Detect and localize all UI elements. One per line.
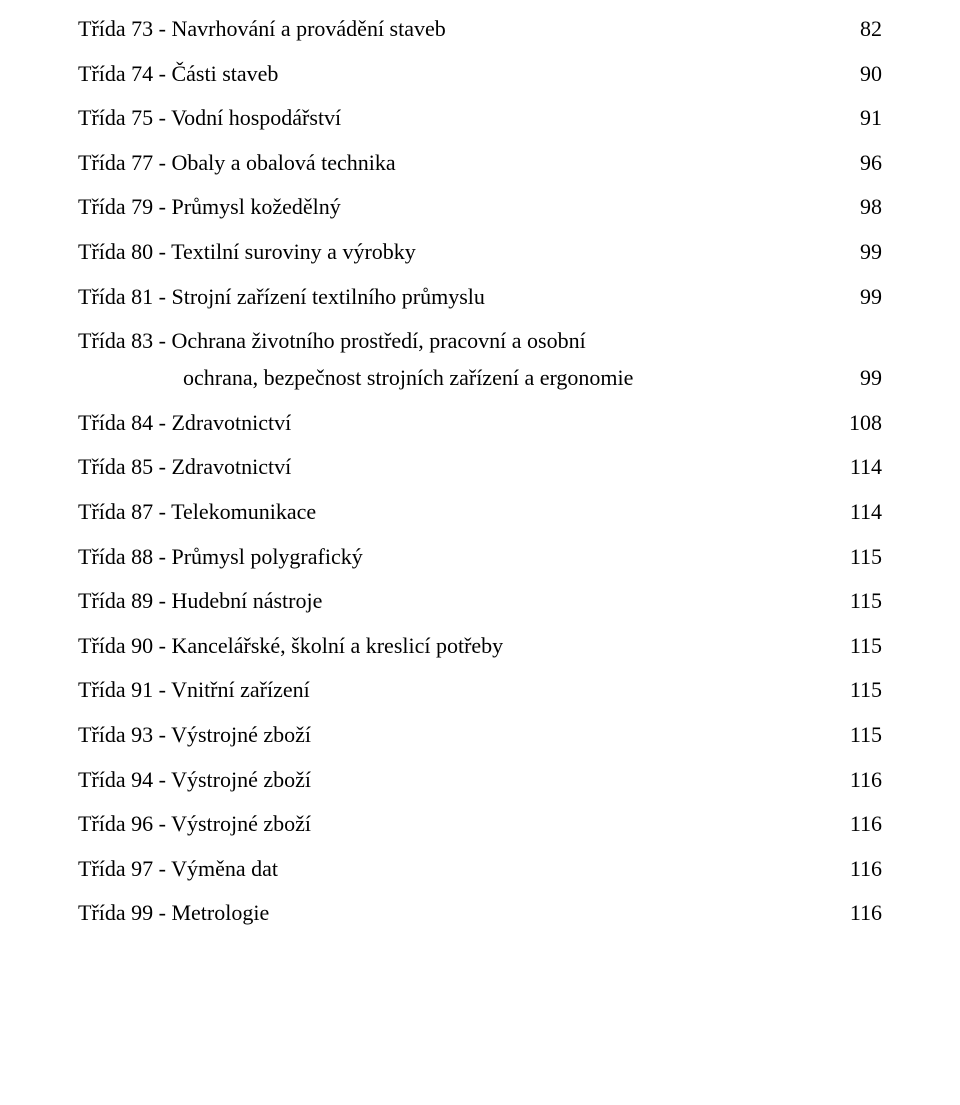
toc-row: Třída 83 - Ochrana životního prostředí, …	[78, 330, 882, 352]
toc-page-number: 91	[832, 107, 882, 129]
toc-page-number: 116	[832, 813, 882, 835]
toc-page-number: 99	[832, 286, 882, 308]
toc-row: Třída 90 - Kancelářské, školní a kreslic…	[78, 635, 882, 657]
toc-row: Třída 79 - Průmysl kožedělný 98	[78, 196, 882, 218]
toc-row: Třída 99 - Metrologie 116	[78, 902, 882, 924]
toc-label: Třída 89 - Hudební nástroje	[78, 590, 322, 612]
toc-row: Třída 74 - Části staveb 90	[78, 63, 882, 85]
toc-page-number: 99	[832, 241, 882, 263]
toc-label: Třída 79 - Průmysl kožedělný	[78, 196, 341, 218]
toc-label: Třída 81 - Strojní zařízení textilního p…	[78, 286, 485, 308]
toc-row: Třída 81 - Strojní zařízení textilního p…	[78, 286, 882, 308]
toc-label: Třída 90 - Kancelářské, školní a kreslic…	[78, 635, 503, 657]
toc-row: Třída 88 - Průmysl polygrafický 115	[78, 546, 882, 568]
toc-page-number: 108	[832, 412, 882, 434]
toc-row: Třída 87 - Telekomunikace 114	[78, 501, 882, 523]
toc-row: Třída 75 - Vodní hospodářství 91	[78, 107, 882, 129]
toc-row: Třída 91 - Vnitřní zařízení 115	[78, 679, 882, 701]
toc-row: Třída 84 - Zdravotnictví 108	[78, 412, 882, 434]
toc-page: Třída 73 - Navrhování a provádění staveb…	[0, 0, 960, 1105]
toc-label: Třída 74 - Části staveb	[78, 63, 278, 85]
toc-row: Třída 89 - Hudební nástroje 115	[78, 590, 882, 612]
toc-label: Třída 85 - Zdravotnictví	[78, 456, 291, 478]
toc-page-number: 115	[832, 679, 882, 701]
toc-row: Třída 80 - Textilní suroviny a výrobky 99	[78, 241, 882, 263]
toc-row: Třída 85 - Zdravotnictví 114	[78, 456, 882, 478]
toc-label: Třída 93 - Výstrojné zboží	[78, 724, 311, 746]
toc-rows: Třída 73 - Navrhování a provádění staveb…	[78, 18, 882, 924]
toc-page-number: 98	[832, 196, 882, 218]
toc-page-number: 90	[832, 63, 882, 85]
toc-label: Třída 75 - Vodní hospodářství	[78, 107, 341, 129]
toc-page-number: 115	[832, 546, 882, 568]
toc-label: Třída 84 - Zdravotnictví	[78, 412, 291, 434]
toc-row: Třída 93 - Výstrojné zboží 115	[78, 724, 882, 746]
toc-page-number: 96	[832, 152, 882, 174]
toc-label: Třída 87 - Telekomunikace	[78, 501, 316, 523]
toc-row: Třída 97 - Výměna dat 116	[78, 858, 882, 880]
toc-page-number: 114	[832, 501, 882, 523]
toc-label: Třída 73 - Navrhování a provádění staveb	[78, 18, 446, 40]
toc-page-number: 115	[832, 635, 882, 657]
toc-label: Třída 91 - Vnitřní zařízení	[78, 679, 310, 701]
toc-row: Třída 73 - Navrhování a provádění staveb…	[78, 18, 882, 40]
toc-row: Třída 96 - Výstrojné zboží 116	[78, 813, 882, 835]
toc-page-number: 116	[832, 858, 882, 880]
toc-page-number: 115	[832, 590, 882, 612]
toc-label: Třída 83 - Ochrana životního prostředí, …	[78, 330, 586, 352]
toc-row: ochrana, bezpečnost strojních zařízení a…	[78, 367, 882, 389]
toc-label: ochrana, bezpečnost strojních zařízení a…	[78, 367, 633, 389]
toc-page-number: 116	[832, 902, 882, 924]
toc-row: Třída 94 - Výstrojné zboží 116	[78, 769, 882, 791]
toc-label: Třída 80 - Textilní suroviny a výrobky	[78, 241, 416, 263]
toc-label: Třída 96 - Výstrojné zboží	[78, 813, 311, 835]
toc-label: Třída 94 - Výstrojné zboží	[78, 769, 311, 791]
toc-label: Třída 77 - Obaly a obalová technika	[78, 152, 396, 174]
toc-page-number: 115	[832, 724, 882, 746]
toc-page-number: 116	[832, 769, 882, 791]
toc-label: Třída 88 - Průmysl polygrafický	[78, 546, 363, 568]
toc-page-number: 114	[832, 456, 882, 478]
toc-label: Třída 99 - Metrologie	[78, 902, 269, 924]
toc-label: Třída 97 - Výměna dat	[78, 858, 278, 880]
toc-row: Třída 77 - Obaly a obalová technika 96	[78, 152, 882, 174]
toc-page-number: 82	[832, 18, 882, 40]
toc-page-number: 99	[832, 367, 882, 389]
